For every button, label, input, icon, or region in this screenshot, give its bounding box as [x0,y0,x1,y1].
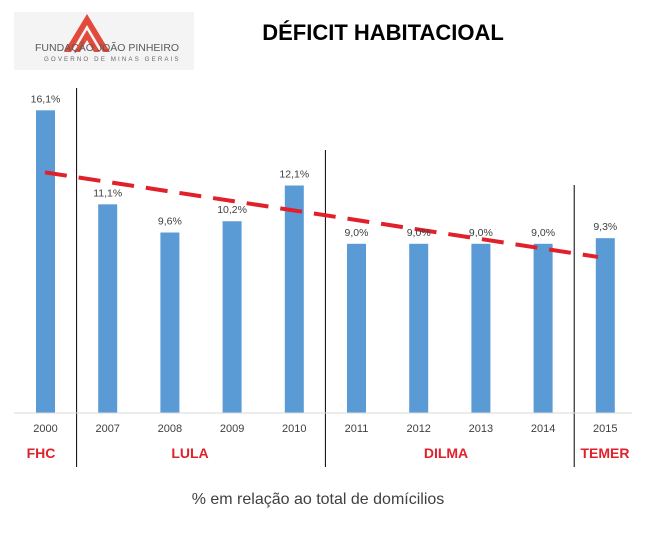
x-tick-2007: 2007 [95,423,119,435]
value-labels: 16,1% 11,1% 9,6% 10,2% 12,1% 9,0% 9,0% 9,0% 9,0%… [31,93,618,238]
bar-2010 [284,185,304,413]
x-tick-2011: 2011 [345,423,369,435]
trendline-path [44,170,599,259]
logo-subtitle: GOVERNO DE MINAS GERAIS [44,56,181,63]
period-label-dilma: DILMA [424,445,468,461]
x-tick-2008: 2008 [158,423,182,435]
period-dividers [76,88,575,467]
bar-2011 [347,243,366,413]
value-label-2007: 11,1% [93,187,122,199]
bar-2015 [595,238,615,413]
bar-2008 [160,232,180,413]
period-labels: FHC LULA DILMA TEMER [27,445,630,461]
period-label-fhc: FHC [27,445,56,461]
bar-2013 [471,243,491,413]
logo-triangle-icon [64,14,110,52]
bar-2000 [36,110,55,413]
value-label-2009: 10,2% [217,204,247,216]
value-label-2008: 9,6% [158,216,182,228]
x-tick-2010: 2010 [282,423,306,435]
chart-title: DÉFICIT HABITACIOAL [262,20,504,45]
x-tick-2015: 2015 [593,423,617,435]
bar-2012 [409,243,429,413]
period-label-temer: TEMER [581,445,630,461]
x-tick-2013: 2013 [469,423,493,435]
trendline [44,170,599,259]
bar-2007 [98,204,118,413]
bar-2014 [533,243,553,413]
x-tick-2009: 2009 [220,423,244,435]
value-label-2010: 12,1% [279,169,309,181]
value-label-2012: 9,0% [407,227,431,239]
value-label-2011: 9,0% [345,227,369,239]
x-tick-labels: 2000 2007 2008 2009 2010 2011 2012 2013 2014 2015 [33,423,617,435]
logo-background [14,12,194,70]
bars [36,110,615,413]
period-label-lula: LULA [171,445,208,461]
x-tick-2012: 2012 [406,423,430,435]
logo-name: FUNDAÇÃO JOÃO PINHEIRO [35,41,179,54]
value-label-2015: 9,3% [593,221,617,233]
x-tick-2000: 2000 [33,423,57,435]
value-label-2014: 9,0% [531,227,555,239]
bar-2009 [222,221,242,413]
chart-caption: % em relação ao total de domícilios [192,491,445,508]
value-label-2013: 9,0% [469,227,493,239]
logo: FUNDAÇÃO JOÃO PINHEIRO GOVERNO DE MINAS … [14,12,194,70]
x-tick-2014: 2014 [531,423,555,435]
value-label-2000: 16,1% [31,93,61,105]
